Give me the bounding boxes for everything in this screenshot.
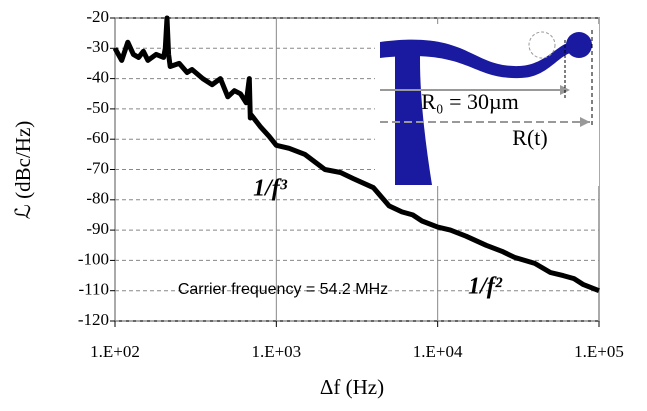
inset-label: R(t) bbox=[512, 125, 547, 150]
y-tick-label: -80 bbox=[86, 189, 109, 208]
noise-line bbox=[112, 15, 600, 294]
inset-arm bbox=[380, 39, 578, 79]
y-axis-label: ℒ (dBc/Hz) bbox=[11, 121, 35, 220]
inset-label: R₀ = 30µm bbox=[421, 89, 519, 114]
inset-mass bbox=[566, 32, 592, 58]
y-tick-label: -30 bbox=[86, 37, 109, 56]
inset-arrowheads bbox=[560, 85, 590, 127]
x-tick-label: 1.E+02 bbox=[90, 342, 140, 361]
x-tick-label: 1.E+03 bbox=[251, 342, 301, 361]
y-tick-label: -100 bbox=[78, 249, 109, 268]
x-tick-label: 1.E+05 bbox=[574, 342, 624, 361]
inset-beam bbox=[380, 42, 432, 185]
y-tick-label: -20 bbox=[86, 7, 109, 26]
y-tick-label: -60 bbox=[86, 128, 109, 147]
y-tick-label: -50 bbox=[86, 98, 109, 117]
x-tick-label: 1.E+04 bbox=[413, 342, 463, 361]
y-tick-label: -70 bbox=[86, 158, 109, 177]
y-tick-label: -90 bbox=[86, 219, 109, 238]
y-tick-label: -110 bbox=[78, 280, 109, 299]
annotation: 1/f² bbox=[468, 274, 503, 300]
x-axis-label: Δf (Hz) bbox=[320, 375, 384, 399]
inset-mass-ghost bbox=[528, 31, 556, 59]
inset bbox=[375, 24, 599, 186]
annotation: Carrier frequency = 54.2 MHz bbox=[178, 281, 388, 298]
annotation: 1/f³ bbox=[253, 176, 288, 202]
y-tick-label: -120 bbox=[78, 310, 109, 329]
y-tick-label: -40 bbox=[86, 68, 109, 87]
